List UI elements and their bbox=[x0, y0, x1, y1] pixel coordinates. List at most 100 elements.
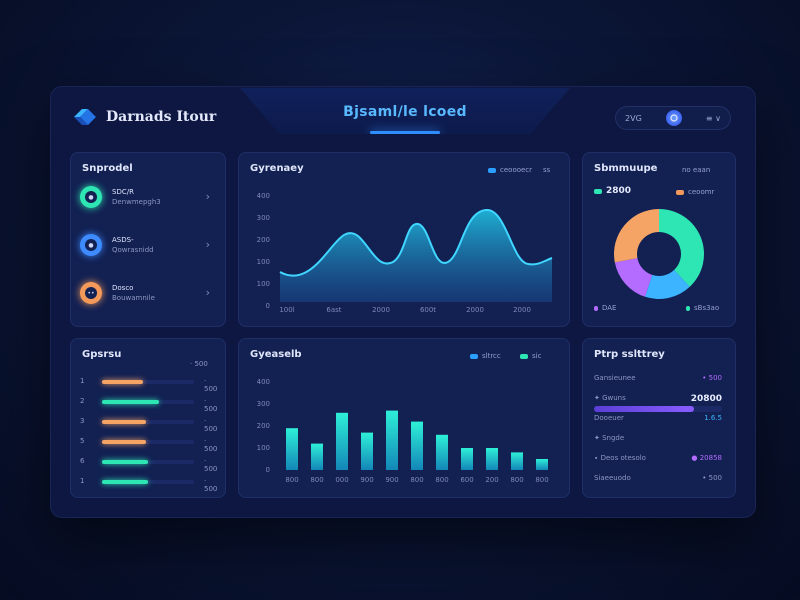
bar-y-tick: 200 bbox=[256, 422, 270, 430]
bar-y-tick: 100 bbox=[256, 444, 270, 452]
status-item[interactable]: •• Dosco Bouwamnile › bbox=[80, 282, 210, 304]
legend-label: ceoooecr bbox=[500, 166, 533, 174]
bar-chart bbox=[286, 410, 548, 470]
bar-legend-primary[interactable]: sltrcc bbox=[470, 352, 501, 360]
donut-segment[interactable] bbox=[659, 209, 704, 287]
progress-track bbox=[102, 460, 194, 464]
progress-row-value: · 500 bbox=[204, 437, 218, 453]
progress-row-value: · 500 bbox=[204, 457, 218, 473]
legend-label: ceoomr bbox=[688, 188, 715, 196]
legend-swatch bbox=[676, 189, 684, 195]
bar[interactable] bbox=[486, 448, 498, 470]
donut-legend-top-1[interactable]: 2800 bbox=[594, 186, 631, 196]
bar[interactable] bbox=[411, 421, 423, 470]
progress-fill bbox=[102, 420, 147, 424]
donut-segment[interactable] bbox=[614, 258, 653, 297]
summary-progress-fill bbox=[594, 406, 694, 412]
user-icon bbox=[670, 114, 678, 122]
progress-row[interactable]: 1 · 500 bbox=[80, 377, 220, 393]
brand-name: Darnads Itour bbox=[106, 109, 217, 125]
header: Darnads Itour Bjsaml/le lcoed 2VG ≡ ∨ bbox=[50, 86, 756, 144]
chevron-right-icon[interactable]: › bbox=[205, 238, 210, 251]
donut-segment[interactable] bbox=[645, 270, 690, 299]
bar-y-tick: 0 bbox=[265, 466, 270, 474]
legend-swatch bbox=[686, 305, 690, 311]
bar[interactable] bbox=[311, 443, 323, 470]
bar[interactable] bbox=[461, 448, 473, 470]
donut-legend-top-2[interactable]: ceoomr bbox=[676, 188, 714, 196]
donut-legend-bottom-1[interactable]: DAE bbox=[594, 304, 616, 312]
bar[interactable] bbox=[511, 452, 523, 470]
status-item-name: ASDS- bbox=[112, 236, 134, 244]
area-legend-secondary[interactable]: ss bbox=[543, 166, 550, 174]
area-x-tick: 600t bbox=[419, 306, 437, 314]
legend-swatch bbox=[594, 305, 598, 311]
progress-row[interactable]: 6 · 500 bbox=[80, 457, 220, 473]
bar-x-tick: 800 bbox=[510, 476, 524, 484]
avatar[interactable] bbox=[665, 110, 682, 126]
bar-x-tick: 800 bbox=[310, 476, 324, 484]
summary-row[interactable]: ✦ Sngde bbox=[594, 434, 722, 442]
bar-x-tick: 800 bbox=[535, 476, 549, 484]
donut-segment[interactable] bbox=[614, 209, 659, 263]
status-item[interactable]: ● ASDS- Qowrasnidd › bbox=[80, 234, 210, 256]
progress-row[interactable]: 5 · 500 bbox=[80, 437, 220, 453]
progress-list-card: Gpsrsu · 500 1 · 500 2 · 500 3 · 500 5 · 500 6 · … bbox=[70, 338, 226, 498]
bar[interactable] bbox=[536, 459, 548, 470]
summary-row[interactable]: ∙ Deos otesolo ● 20858 bbox=[594, 454, 722, 462]
summary-row-label: Siaeeuodo bbox=[594, 474, 631, 482]
area-x-tick: 100l bbox=[279, 306, 295, 314]
status-ring-glyph: ● bbox=[85, 191, 97, 203]
status-card-title: Snprodel bbox=[82, 163, 133, 174]
user-menu-caret[interactable]: ≡ ∨ bbox=[705, 113, 721, 123]
area-y-tick: 100 bbox=[256, 258, 270, 266]
donut-legend-bottom-2[interactable]: sBs3ao bbox=[686, 304, 719, 312]
bar-legend-secondary[interactable]: sic bbox=[520, 352, 541, 360]
status-ring-glyph: •• bbox=[85, 287, 97, 299]
status-item-sub: Qowrasnidd bbox=[112, 246, 154, 254]
area-y-tick: 100 bbox=[256, 280, 270, 288]
bar[interactable] bbox=[286, 428, 298, 470]
progress-row-index: 6 bbox=[80, 457, 85, 465]
progress-row-value: · 500 bbox=[204, 397, 218, 413]
status-ring-icon: ● bbox=[80, 234, 102, 256]
status-card: Snprodel ● SDC/R Denwmepgh3 › ● ASDS- Qowrasni… bbox=[70, 152, 226, 327]
chevron-right-icon[interactable]: › bbox=[205, 190, 210, 203]
status-item[interactable]: ● SDC/R Denwmepgh3 › bbox=[80, 186, 210, 208]
progress-list-header-right: · 500 bbox=[190, 360, 208, 368]
progress-row-index: 1 bbox=[80, 377, 85, 385]
progress-row[interactable]: 2 · 500 bbox=[80, 397, 220, 413]
title-underline-glow bbox=[370, 131, 440, 134]
summary-row-value: 1.6.5 bbox=[704, 414, 722, 422]
progress-row[interactable]: 3 · 500 bbox=[80, 417, 220, 433]
legend-label: sltrcc bbox=[482, 352, 501, 360]
summary-card-title: Ptrp sslttrey bbox=[594, 349, 665, 360]
summary-row-label: ∙ Deos otesolo bbox=[594, 454, 646, 462]
brand[interactable]: Darnads Itour bbox=[74, 108, 216, 126]
bar[interactable] bbox=[436, 434, 448, 470]
bar-x-tick: 800 bbox=[285, 476, 299, 484]
legend-swatch bbox=[470, 353, 478, 359]
area-y-tick: 400 bbox=[256, 192, 270, 200]
bar[interactable] bbox=[336, 412, 348, 470]
status-ring-icon: ● bbox=[80, 186, 102, 208]
summary-row[interactable]: Gansieunee • 500 bbox=[594, 374, 722, 382]
progress-row[interactable]: 1 · 500 bbox=[80, 477, 220, 493]
progress-row-index: 5 bbox=[80, 437, 85, 445]
user-label: 2VG bbox=[625, 113, 642, 123]
summary-row[interactable]: Siaeeuodo • 500 bbox=[594, 474, 722, 482]
progress-row-value: · 500 bbox=[204, 377, 218, 393]
center-tab: Bjsaml/le lcoed bbox=[240, 88, 570, 134]
bar[interactable] bbox=[361, 432, 373, 470]
chevron-right-icon[interactable]: › bbox=[205, 286, 210, 299]
summary-row[interactable]: Dooeuer 1.6.5 bbox=[594, 414, 722, 422]
area-legend-primary[interactable]: ceoooecr bbox=[488, 166, 532, 174]
donut-header-right[interactable]: no eaan bbox=[682, 166, 710, 174]
progress-fill bbox=[102, 440, 147, 444]
user-menu[interactable]: 2VG ≡ ∨ bbox=[615, 106, 731, 130]
bar[interactable] bbox=[386, 410, 398, 470]
area-series-line bbox=[279, 208, 553, 277]
summary-row[interactable]: ✦ Gwuns 20800 bbox=[594, 394, 722, 412]
legend-label: sBs3ao bbox=[694, 304, 720, 312]
area-chart-card: Gyrenaey ceoooecr ss 400 300 200 100 100 0 10… bbox=[238, 152, 570, 327]
